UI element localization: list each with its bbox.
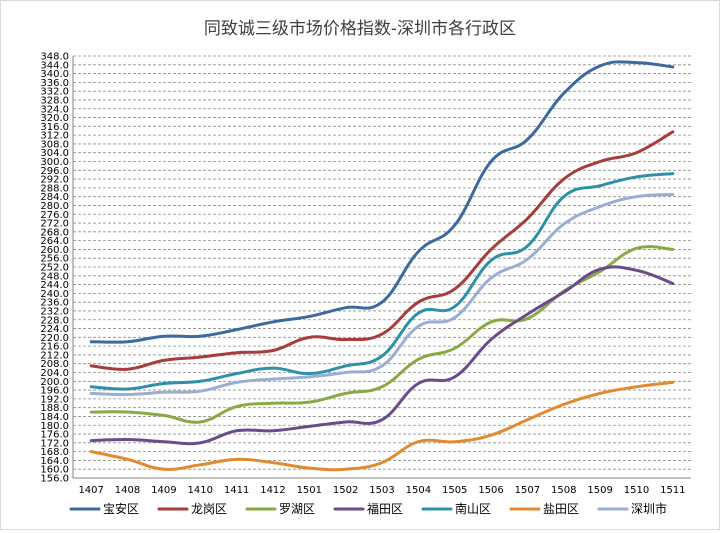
x-tick-label: 1412 xyxy=(260,485,285,496)
series-line-6 xyxy=(89,380,675,472)
x-tick-label: 1506 xyxy=(478,485,503,496)
legend-label: 深圳市 xyxy=(631,501,667,516)
y-tick-label: 164.0 xyxy=(40,456,69,467)
x-tick-label: 1511 xyxy=(660,485,685,496)
series-line-1 xyxy=(89,60,675,344)
legend-label: 宝安区 xyxy=(103,501,139,516)
x-axis-ticks: 1407 1408 1409 1410 1411 1412 1501 1502 1503 1504… xyxy=(78,485,685,496)
x-tick-label: 1501 xyxy=(297,485,322,496)
y-tick-label: 272.0 xyxy=(40,219,69,230)
x-tick-label: 1411 xyxy=(224,485,249,496)
x-tick-label: 1505 xyxy=(442,485,467,496)
y-tick-label: 308.0 xyxy=(40,139,69,150)
y-tick-label: 188.0 xyxy=(40,403,69,414)
y-tick-label: 324.0 xyxy=(40,104,69,115)
y-tick-label: 244.0 xyxy=(40,280,69,291)
y-tick-label: 264.0 xyxy=(40,236,69,247)
y-tick-label: 284.0 xyxy=(40,192,69,203)
gridlines xyxy=(72,55,691,479)
legend: 宝安区 龙岗区 罗湖区 福田区 南山区 盐田区 深圳市 xyxy=(69,501,667,516)
y-tick-label: 312.0 xyxy=(40,131,69,142)
y-tick-label: 204.0 xyxy=(40,368,69,379)
y-tick-label: 304.0 xyxy=(40,148,69,159)
series-line-2 xyxy=(89,130,675,371)
y-tick-label: 332.0 xyxy=(40,87,69,98)
y-tick-label: 192.0 xyxy=(40,394,69,405)
x-tick-label: 1409 xyxy=(151,485,176,496)
y-tick-label: 200.0 xyxy=(40,377,69,388)
y-tick-label: 224.0 xyxy=(40,324,69,335)
y-tick-label: 248.0 xyxy=(40,271,69,282)
y-tick-label: 172.0 xyxy=(40,438,69,449)
x-tick-label: 1408 xyxy=(115,485,140,496)
y-tick-label: 296.0 xyxy=(40,166,69,177)
x-tick-label: 1502 xyxy=(333,485,358,496)
y-tick-label: 320.0 xyxy=(40,113,69,124)
series-line-5 xyxy=(89,172,675,391)
y-tick-label: 260.0 xyxy=(40,245,69,256)
x-tick-label: 1503 xyxy=(369,485,394,496)
y-tick-label: 236.0 xyxy=(40,298,69,309)
y-tick-label: 316.0 xyxy=(40,122,69,133)
x-tick-label: 1504 xyxy=(406,485,431,496)
y-tick-label: 344.0 xyxy=(40,60,69,71)
series-line-7 xyxy=(89,192,675,397)
y-axis-ticks: 156.0160.0164.0168.0172.0176.0180.0184.0… xyxy=(40,52,69,485)
x-tick-label: 1507 xyxy=(515,485,540,496)
series-line-4 xyxy=(89,265,675,446)
y-tick-label: 280.0 xyxy=(40,201,69,212)
y-tick-label: 168.0 xyxy=(40,447,69,458)
y-tick-label: 196.0 xyxy=(40,386,69,397)
y-tick-label: 184.0 xyxy=(40,412,69,423)
y-tick-label: 268.0 xyxy=(40,227,69,238)
y-tick-label: 232.0 xyxy=(40,306,69,317)
y-tick-label: 208.0 xyxy=(40,359,69,370)
y-tick-label: 252.0 xyxy=(40,263,69,274)
x-tick-label: 1510 xyxy=(624,485,649,496)
y-tick-label: 300.0 xyxy=(40,157,69,168)
y-tick-label: 340.0 xyxy=(40,69,69,80)
y-tick-label: 256.0 xyxy=(40,254,69,265)
y-tick-label: 288.0 xyxy=(40,183,69,194)
legend-label: 盐田区 xyxy=(543,502,579,516)
x-tick-label: 1509 xyxy=(587,485,612,496)
y-tick-label: 292.0 xyxy=(40,175,69,186)
legend-label: 福田区 xyxy=(367,501,403,516)
y-tick-label: 216.0 xyxy=(40,342,69,353)
y-tick-label: 228.0 xyxy=(40,315,69,326)
x-tick-label: 1508 xyxy=(551,485,576,496)
y-tick-label: 160.0 xyxy=(40,465,69,476)
series-lines xyxy=(89,60,675,472)
legend-label: 龙岗区 xyxy=(191,502,227,516)
y-tick-label: 276.0 xyxy=(40,210,69,221)
y-tick-label: 212.0 xyxy=(40,350,69,361)
y-tick-label: 348.0 xyxy=(40,52,69,63)
y-tick-label: 176.0 xyxy=(40,430,69,441)
y-tick-label: 328.0 xyxy=(40,95,69,106)
x-tick-label: 1410 xyxy=(188,485,213,496)
y-tick-label: 336.0 xyxy=(40,78,69,89)
legend-label: 南山区 xyxy=(455,501,491,516)
legend-label: 罗湖区 xyxy=(279,501,315,516)
x-tick-label: 1407 xyxy=(78,485,103,496)
chart-title: 同致诚三级市场价格指数-深圳市各行政区 xyxy=(204,19,516,39)
y-tick-label: 220.0 xyxy=(40,333,69,344)
y-tick-label: 156.0 xyxy=(40,474,69,485)
y-tick-label: 240.0 xyxy=(40,289,69,300)
y-tick-label: 180.0 xyxy=(40,421,69,432)
